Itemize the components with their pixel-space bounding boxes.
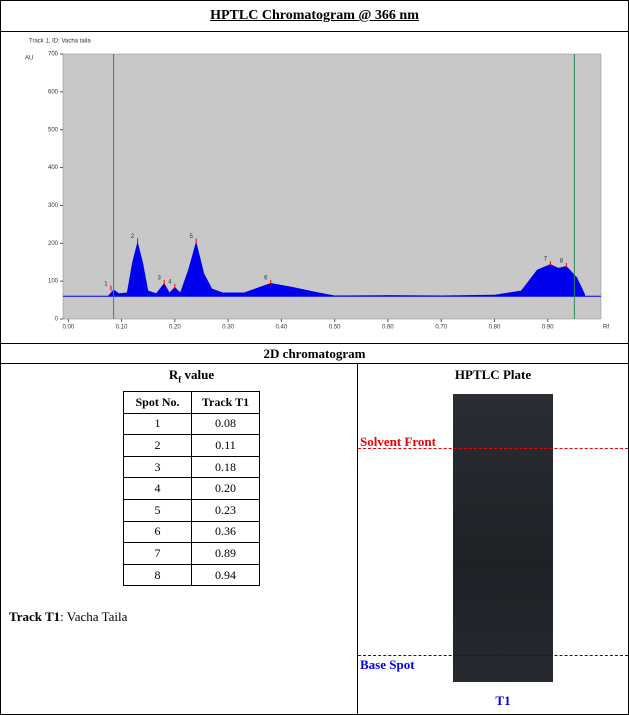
divider: [357, 363, 358, 714]
table-row: 6 0.36: [123, 520, 260, 544]
peak-label: 8: [560, 259, 564, 265]
y-axis-label: AU: [25, 56, 33, 62]
x-tick-label: 0.50: [329, 325, 341, 331]
table-cell: 0.89: [191, 542, 260, 565]
section-title: 2D chromatogram: [1, 343, 628, 364]
solvent-label: Solvent Front: [360, 434, 436, 449]
table-cell: 4: [123, 477, 192, 500]
table-cell: 0.11: [191, 434, 260, 457]
y-tick-label: 500: [48, 127, 59, 133]
table-cell: 0.36: [191, 520, 260, 544]
x-tick-label: 0.00: [62, 325, 74, 331]
y-tick-label: 300: [48, 203, 59, 209]
header-row: Spot No. Track T1: [123, 391, 260, 414]
note-text: : Vacha Taila: [60, 609, 128, 624]
solvent-line: [358, 448, 628, 449]
doc-title: HPTLC Chromatogram @ 366 nm: [1, 1, 628, 32]
track-label: T1: [495, 693, 511, 708]
peak-label: 7: [544, 257, 548, 263]
base-label: Base Spot: [360, 657, 415, 672]
table-cell: 3: [123, 455, 192, 479]
table-cell: 5: [123, 498, 192, 522]
table-row: 2 0.11: [123, 434, 260, 457]
x-tick-label: 0.10: [116, 325, 128, 331]
x-tick-label: 0.90: [542, 325, 554, 331]
plate-heading: HPTLC Plate: [454, 367, 532, 382]
x-axis-label: Rf: [603, 325, 609, 331]
peak-label: 5: [189, 234, 193, 240]
rf-heading: Rf value: [123, 367, 260, 385]
table-row: 5 0.23: [123, 498, 260, 522]
table-cell: 0.08: [191, 412, 260, 436]
chromatogram-area: [108, 241, 586, 297]
x-tick-label: 0.30: [222, 325, 234, 331]
peak-label: 1: [104, 281, 108, 287]
table-cell: 6: [123, 520, 192, 544]
y-tick-label: 700: [48, 52, 59, 58]
x-tick-label: 0.20: [169, 325, 181, 331]
note-label: Track T1: [9, 609, 61, 624]
rf-sub: f: [178, 374, 182, 385]
table-row: 8 0.94: [123, 563, 260, 587]
table-cell: 0.18: [191, 455, 260, 479]
track-label: Track 1, ID: Vacha taila: [29, 39, 91, 45]
header-cell: Spot No.: [123, 391, 192, 414]
table-row: 3 0.18: [123, 455, 260, 479]
table-cell: 2: [123, 434, 192, 457]
chromatogram: Track 1, ID: Vacha tailaAURf010020030040…: [25, 39, 609, 331]
x-tick-label: 0.80: [489, 325, 501, 331]
table-row: 7 0.89: [123, 542, 260, 565]
y-tick-label: 600: [48, 89, 59, 95]
plate-image: [453, 394, 553, 682]
table-cell: 0.23: [191, 498, 260, 522]
header-cell: Track T1: [191, 391, 260, 414]
peak-label: 6: [264, 276, 268, 282]
table-cell: 0.20: [191, 477, 260, 500]
rf-table: Spot No. Track T1 1 0.08 2 0.11 3 0.18 4 0.20 5 0.2…: [123, 391, 260, 587]
table-cell: 8: [123, 563, 192, 587]
table-row: 1 0.08: [123, 412, 260, 436]
x-tick-label: 0.60: [382, 325, 394, 331]
peak-label: 3: [158, 276, 162, 282]
track-note: Track T1: Vacha Taila: [9, 609, 127, 625]
x-tick-label: 0.70: [435, 325, 447, 331]
x-tick-label: 0.40: [276, 325, 288, 331]
table-cell: 1: [123, 412, 192, 436]
y-tick-label: 100: [48, 279, 59, 285]
rf-rest: value: [181, 367, 215, 382]
peak-label: 4: [168, 279, 172, 285]
table-cell: 7: [123, 542, 192, 565]
plot-area: [62, 53, 602, 320]
base-line: [358, 655, 628, 656]
table-cell: 0.94: [191, 563, 260, 587]
peak-label: 2: [131, 234, 135, 240]
y-tick-label: 200: [48, 241, 59, 247]
y-tick-label: 400: [48, 165, 59, 171]
y-tick-label: 0: [55, 317, 59, 323]
table-row: 4 0.20: [123, 477, 260, 500]
rf-main: R: [168, 367, 179, 382]
